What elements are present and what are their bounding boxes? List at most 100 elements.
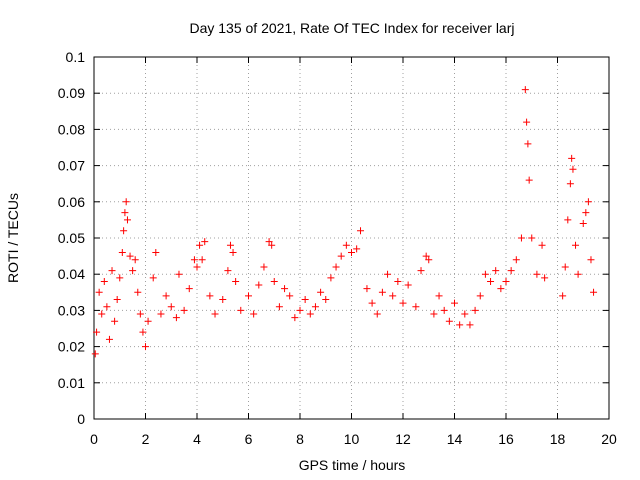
y-tick-label: 0.04 [58,266,85,282]
data-point [157,310,165,318]
x-tick-label: 10 [344,431,360,447]
data-point [579,220,587,228]
data-point [353,245,361,253]
data-point [270,277,278,285]
data-point [445,317,453,325]
grid [94,57,609,419]
data-point [301,296,309,304]
data-point [384,270,392,278]
data-point [296,306,304,314]
data-point [291,314,299,322]
data-point [373,310,381,318]
data-point [507,267,515,275]
x-tick-label: 18 [550,431,566,447]
y-tick-label: 0.06 [58,194,85,210]
data-point [561,263,569,271]
data-point [237,306,245,314]
data-point [139,328,147,336]
data-point [584,198,592,206]
data-point [108,267,116,275]
data-point [180,306,188,314]
axis-ticks: 0 2 4 6 8 10 12 14 16 18 20 0 0.01 0.02 0.03 0.04 0.05 0.… [58,49,617,447]
y-tick-label: 0.05 [58,230,85,246]
data-point [129,267,137,275]
data-point [476,292,484,300]
data-point [487,277,495,285]
data-point [497,285,505,293]
data-point [317,288,325,296]
data-point [136,310,144,318]
data-point [517,234,525,242]
data-point [190,256,198,264]
data-point [568,154,576,162]
data-point [564,216,572,224]
data-point [91,350,99,358]
data-point [219,296,227,304]
data-point [103,303,111,311]
data-point [265,238,273,246]
data-point [541,274,549,282]
data-point [118,248,126,256]
data-point [394,277,402,285]
x-tick-label: 12 [395,431,411,447]
data-point [250,310,258,318]
data-point [260,263,268,271]
y-tick-label: 0.07 [58,158,85,174]
data-point [306,310,314,318]
data-point [512,256,520,264]
data-point [113,296,121,304]
data-point [255,281,263,289]
data-point [226,241,234,249]
data-point [357,227,365,235]
data-point [175,270,183,278]
data-point [342,241,350,249]
data-point [95,288,103,296]
data-point [348,248,355,256]
data-point [322,296,330,304]
data-point [134,288,142,296]
y-tick-label: 0.02 [58,339,85,355]
data-point [327,274,335,282]
data-point [528,234,536,242]
data-point [337,252,345,260]
y-axis-label: ROTI / TECUs [5,193,21,283]
data-point [430,310,438,318]
data-point [122,198,130,206]
y-tick-label: 0.01 [58,375,85,391]
data-points [91,86,598,358]
x-tick-label: 2 [142,431,150,447]
y-tick-label: 0.08 [58,121,85,137]
data-point [440,306,448,314]
x-tick-label: 0 [90,431,98,447]
data-point [211,310,219,318]
data-point [126,252,134,260]
data-point [149,274,157,282]
data-point [93,328,101,336]
data-point [521,86,529,94]
data-point [435,292,443,300]
data-point [121,209,129,217]
data-point [481,270,489,278]
data-point [523,118,531,126]
x-tick-label: 8 [296,431,304,447]
y-tick-label: 0.03 [58,302,85,318]
y-tick-label: 0.09 [58,85,85,101]
data-point [232,277,240,285]
y-tick-label: 0 [77,411,85,427]
data-point [123,216,131,224]
data-point [193,263,201,271]
y-tick-label: 0.1 [66,49,86,65]
data-point [196,241,204,249]
data-point [281,285,289,293]
data-point [569,165,577,173]
data-point [363,285,371,293]
data-point [144,317,152,325]
data-point [245,292,252,300]
data-point [198,256,206,264]
data-point [425,256,433,264]
data-point [566,180,574,188]
data-point [587,256,595,264]
data-point [525,176,533,184]
data-point [538,241,546,249]
